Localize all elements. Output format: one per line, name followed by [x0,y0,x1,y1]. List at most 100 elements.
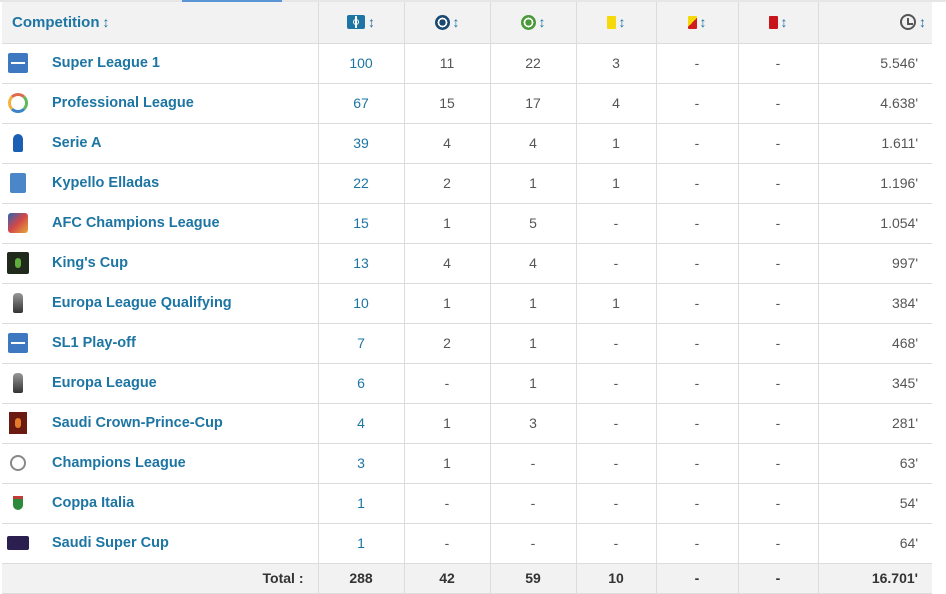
sort-icon[interactable]: ↕ [618,14,626,31]
competition-column-header[interactable]: Competition ↕ [2,2,319,44]
yellow-cards-column-header[interactable]: ↕ [576,2,657,44]
competition-link[interactable]: Coppa Italia [52,495,135,511]
competition-link[interactable]: Europa League [52,375,157,391]
appearances-cell[interactable]: 3 [318,443,405,484]
appearances-cell[interactable]: 100 [318,43,405,84]
assists-column-header[interactable]: ↕ [490,2,577,44]
competition-link[interactable]: Serie A [52,135,102,151]
sort-icon[interactable]: ↕ [452,14,460,31]
competition-header-label: Competition [12,13,100,31]
competition-logo[interactable] [7,492,29,514]
goals-cell: - [404,523,491,564]
appearances-cell[interactable]: 39 [318,123,405,164]
second-yellow-cell: - [656,43,739,84]
goals-cell: 2 [404,323,491,364]
sort-icon[interactable]: ↕ [538,14,546,31]
sort-icon[interactable]: ↕ [102,13,110,30]
table-row: AFC Champions League 15 1 5- - -1.054' [2,203,932,244]
competition-link[interactable]: Saudi Crown-Prince-Cup [52,415,223,431]
minutes-cell: 4.638' [818,83,932,124]
sort-icon[interactable]: ↕ [780,14,788,31]
appearances-column-header[interactable]: ↕ [318,2,405,44]
yellow-cards-cell: - [576,323,657,364]
sort-icon[interactable]: ↕ [699,14,707,31]
top-border [0,0,946,2]
goals-column-header[interactable]: ↕ [404,2,491,44]
competition-logo[interactable] [7,372,29,394]
competition-link[interactable]: Super League 1 [52,55,160,71]
appearances-cell[interactable]: 1 [318,523,405,564]
second-yellow-cell: - [656,163,739,204]
competition-cell: Kypello Elladas [2,163,319,204]
competition-logo[interactable] [7,252,29,274]
competition-link[interactable]: AFC Champions League [52,215,220,231]
assists-cell: 1 [490,283,577,324]
competition-link[interactable]: King's Cup [52,255,128,271]
appearances-cell[interactable]: 6 [318,363,405,404]
appearances-cell[interactable]: 67 [318,83,405,124]
competition-logo[interactable] [7,212,29,234]
competition-cell: Europa League [2,363,319,404]
competition-link[interactable]: Champions League [52,455,186,471]
competition-logo[interactable] [7,412,29,434]
competition-logo[interactable] [7,452,29,474]
goals-cell: 1 [404,443,491,484]
competition-logo[interactable] [7,332,29,354]
total-row: Total : 288 42 59 10 - - 16.701' [2,563,932,594]
competition-logo[interactable] [7,132,29,154]
competition-logo[interactable] [7,172,29,194]
competition-logo[interactable] [7,532,29,554]
assists-cell: 17 [490,83,577,124]
competition-logo[interactable] [7,92,29,114]
red-cards-cell: - [738,83,819,124]
second-yellow-cell: - [656,363,739,404]
competition-logo[interactable] [7,52,29,74]
competition-link[interactable]: Saudi Super Cup [52,535,169,551]
competition-cell: AFC Champions League [2,203,319,244]
red-cards-cell: - [738,203,819,244]
appearances-cell[interactable]: 15 [318,203,405,244]
appearances-cell[interactable]: 4 [318,403,405,444]
red-cards-cell: - [738,323,819,364]
goals-cell: 1 [404,203,491,244]
yellow-cards-cell: 1 [576,283,657,324]
appearances-cell[interactable]: 1 [318,483,405,524]
sort-icon[interactable]: ↕ [919,14,926,31]
total-minutes: 16.701' [818,563,932,594]
goals-cell: 4 [404,243,491,284]
red-cards-cell: - [738,363,819,404]
appearances-cell[interactable]: 7 [318,323,405,364]
sort-icon[interactable]: ↕ [368,14,375,31]
second-yellow-cell: - [656,323,739,364]
coppa-italia-logo [13,496,23,510]
appearances-cell[interactable]: 13 [318,243,405,284]
appearances-cell[interactable]: 22 [318,163,405,204]
yellow-cards-cell: 1 [576,163,657,204]
appearances-cell[interactable]: 10 [318,283,405,324]
second-yellow-icon [687,15,697,29]
table-row: Saudi Crown-Prince-Cup 4 1 3- - -281' [2,403,932,444]
competition-link[interactable]: Europa League Qualifying [52,295,232,311]
red-cards-column-header[interactable]: ↕ [738,2,819,44]
second-yellow-cell: - [656,403,739,444]
competition-link[interactable]: Professional League [52,95,194,111]
competition-cell: Serie A [2,123,319,164]
competition-link[interactable]: SL1 Play-off [52,335,136,351]
competition-logo[interactable] [7,292,29,314]
saudi-super-cup-logo [7,536,29,550]
minutes-column-header[interactable]: ↕ [818,2,932,44]
yellow-cards-cell: - [576,443,657,484]
assists-cell: - [490,523,577,564]
second-yellow-column-header[interactable]: ↕ [656,2,739,44]
assists-cell: 1 [490,163,577,204]
afc-logo [8,213,28,233]
goals-cell: - [404,483,491,524]
competition-link[interactable]: Kypello Elladas [52,175,160,191]
red-cards-cell: - [738,123,819,164]
minutes-cell: 997' [818,243,932,284]
champions-league-logo [10,455,26,471]
total-second-yellow: - [656,563,739,594]
kings-cup-logo [7,252,29,274]
yellow-card-icon [606,15,616,29]
yellow-cards-cell: - [576,483,657,524]
